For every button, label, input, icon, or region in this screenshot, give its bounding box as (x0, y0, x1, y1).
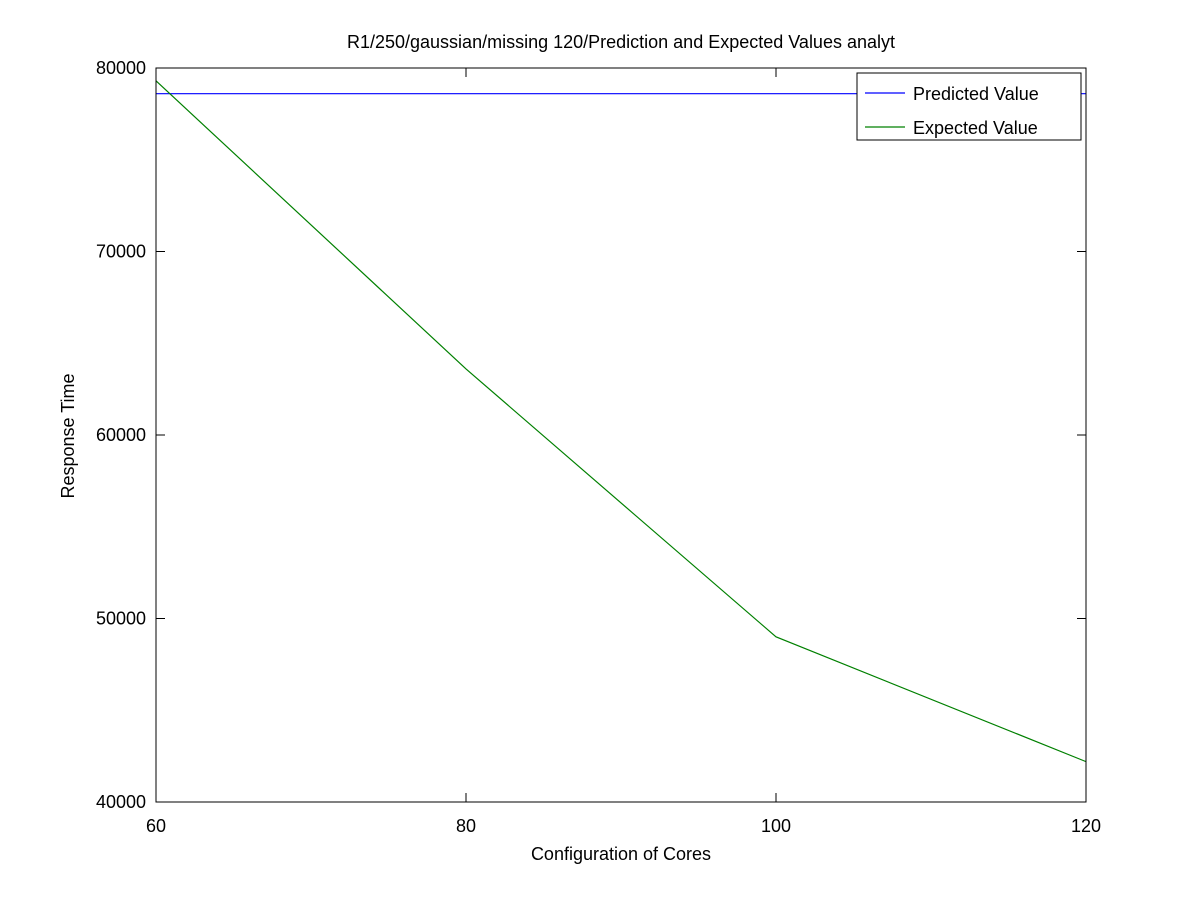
legend-label-2: Expected Value (913, 118, 1038, 138)
y-tick-label-3: 60000 (96, 425, 146, 445)
series-line-2 (155, 80, 1087, 763)
x-tick-label-4: 120 (1071, 816, 1101, 836)
y-tick-label-4: 70000 (96, 242, 146, 262)
y-tick-label-5: 80000 (96, 58, 146, 78)
x-tick-label-2: 80 (456, 816, 476, 836)
x-tick-label-1: 60 (146, 816, 166, 836)
y-tick-label-2: 50000 (96, 609, 146, 629)
x-axis-title: Configuration of Cores (531, 844, 711, 864)
y-tick-label-1: 40000 (96, 792, 146, 812)
plot-frame (155, 67, 1087, 803)
y-axis-title: Response Time (58, 373, 78, 498)
legend-box (856, 72, 1082, 141)
chart-title: R1/250/gaussian/missing 120/Prediction a… (347, 32, 895, 52)
x-tick-label-3: 100 (761, 816, 791, 836)
legend-label-1: Predicted Value (913, 84, 1039, 104)
